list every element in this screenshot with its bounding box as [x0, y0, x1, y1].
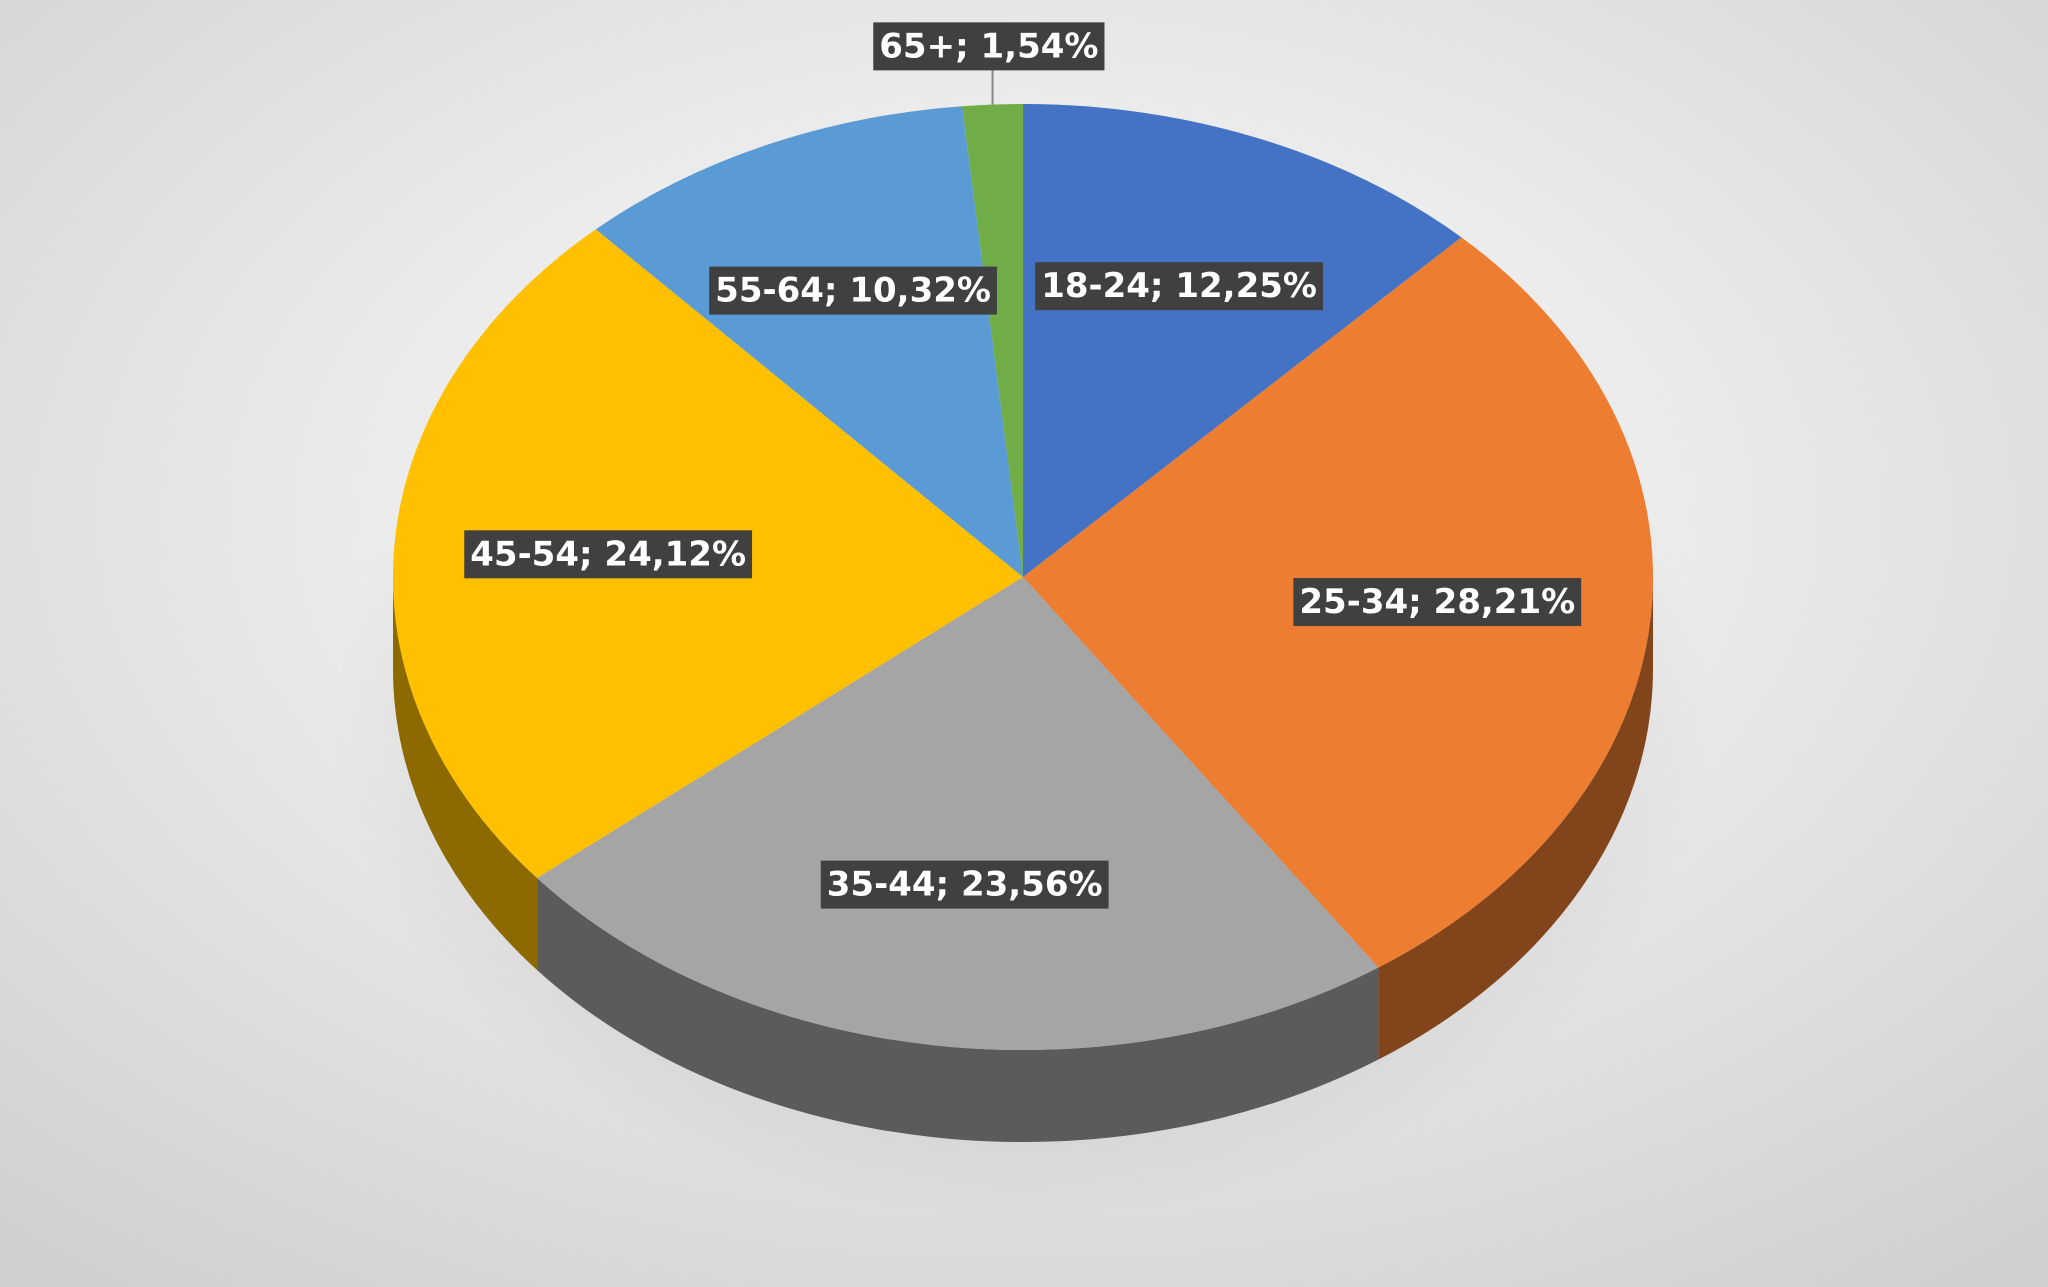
label-box: [709, 266, 997, 315]
data-label: 65+; 1,54%: [879, 26, 1098, 66]
slice-side: [1378, 577, 1653, 1060]
label-box: [820, 860, 1109, 909]
data-label: 45-54; 24,12%: [470, 534, 746, 574]
label-box: [464, 530, 753, 579]
data-label: 18-24; 12,25%: [1041, 266, 1317, 306]
slice: [537, 577, 1379, 1050]
slice-side: [393, 577, 538, 971]
data-label: 25-34; 28,21%: [1299, 582, 1575, 622]
label-box: [1293, 578, 1582, 627]
slice: [962, 104, 1023, 577]
slice: [1023, 104, 1462, 577]
label-box: [1035, 262, 1323, 311]
data-label: 55-64; 10,32%: [715, 271, 991, 311]
slice: [595, 106, 1023, 577]
data-label: 35-44; 23,56%: [827, 865, 1103, 905]
label-box: [873, 22, 1105, 71]
slice-side: [537, 878, 1379, 1142]
